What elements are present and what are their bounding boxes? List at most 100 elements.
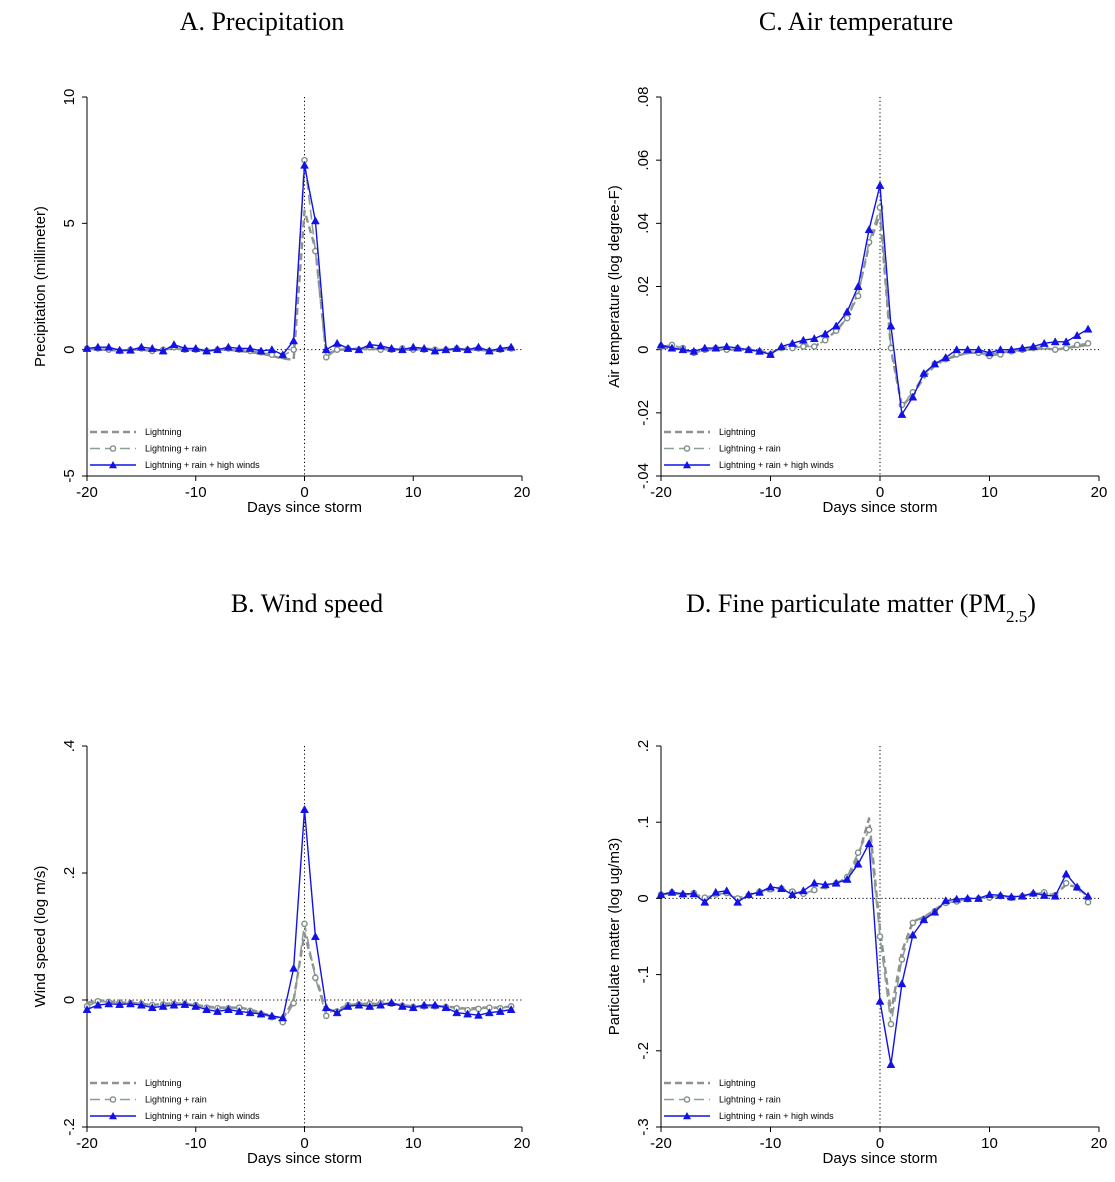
data-point (234, 1006, 244, 1015)
data-point (864, 225, 874, 234)
chart-title-text: B. Wind speed (231, 589, 383, 618)
series-line (660, 829, 1089, 1025)
x-tick-label: -20 (650, 1135, 672, 1152)
series-line (86, 808, 512, 1019)
data-point (1083, 891, 1093, 900)
legend-label: Lightning + rain + high winds (145, 460, 260, 470)
y-tick-label: .1 (635, 816, 652, 829)
data-point (147, 1003, 157, 1012)
data-point (656, 340, 666, 349)
data-point (1028, 888, 1038, 897)
data-point (408, 342, 418, 351)
data-point (397, 345, 407, 354)
data-point (278, 350, 288, 359)
data-point (941, 896, 951, 905)
x-axis-label: Days since storm (822, 499, 937, 516)
x-tick-label: 10 (981, 484, 998, 501)
x-tick-label: 0 (876, 1135, 884, 1152)
legend-label: Lightning + rain + high winds (719, 1111, 834, 1121)
data-point (919, 915, 929, 924)
legend-marker (683, 1112, 691, 1120)
data-point (441, 1003, 451, 1012)
data-point (300, 804, 309, 813)
data-point (365, 1001, 375, 1010)
data-point (678, 889, 688, 898)
data-point (689, 889, 699, 898)
data-point (484, 346, 494, 355)
data-point (343, 343, 353, 352)
data-point (332, 338, 342, 347)
data-point (875, 996, 885, 1005)
data-point (733, 343, 743, 352)
data-point (722, 886, 732, 895)
data-point (700, 897, 710, 906)
data-point (930, 907, 940, 916)
legend-label: Lightning + rain + high winds (145, 1111, 260, 1121)
y-axis-label: Wind speed (log m/s) (32, 866, 49, 1008)
data-point (180, 999, 190, 1008)
legend-label: Lightning + rain (145, 1095, 207, 1105)
data-point (321, 1003, 331, 1012)
data-point (1006, 892, 1016, 901)
data-point (1073, 341, 1081, 349)
data-point (733, 897, 743, 906)
chart-title: B. Wind speed (231, 589, 383, 618)
data-point (333, 346, 341, 353)
chart-title: C. Air temperature (759, 7, 953, 36)
data-point (1028, 341, 1038, 350)
data-point (290, 999, 297, 1007)
data-point (506, 342, 516, 351)
data-point (1050, 891, 1060, 900)
legend-marker (683, 461, 691, 469)
data-point (700, 343, 710, 352)
x-tick-label: 0 (300, 1135, 308, 1152)
data-point (777, 883, 786, 892)
x-tick-label: 20 (1091, 1135, 1108, 1152)
data-point (897, 979, 907, 988)
data-point (854, 849, 862, 856)
chart-title-text: D. Fine particulate matter (PM (686, 589, 1006, 618)
x-tick-label: -20 (76, 1135, 98, 1152)
y-axis-label: Precipitation (millimeter) (32, 206, 49, 367)
legend-label: Lightning + rain (719, 1095, 781, 1105)
data-point (169, 1000, 179, 1009)
data-point (886, 321, 896, 330)
x-tick-label: 20 (1091, 484, 1108, 501)
data-point (996, 890, 1005, 899)
legend: Lightning Lightning + rain Lightning + rai… (664, 1078, 834, 1121)
data-point (126, 345, 135, 354)
data-point (667, 887, 677, 896)
chart-particulate-matter: D. Fine particulate matter (PM2.5) -20 -10… (606, 589, 1107, 1167)
data-point (322, 1012, 330, 1020)
x-tick-label: -10 (760, 1135, 782, 1152)
chart-title-suffix: ) (1027, 589, 1036, 618)
data-point (104, 999, 114, 1008)
series-3 (82, 160, 516, 359)
y-tick-label: -.04 (635, 463, 652, 489)
data-point (397, 1001, 407, 1010)
data-point (408, 1003, 418, 1012)
data-point (322, 353, 330, 361)
x-tick-label: -10 (185, 1135, 207, 1152)
data-point (115, 999, 125, 1008)
data-point (909, 919, 917, 927)
y-tick-label: .2 (635, 740, 652, 753)
data-point (419, 1000, 429, 1009)
data-point (1072, 330, 1082, 339)
x-axis-label: Days since storm (822, 1150, 937, 1167)
legend-label: Lightning + rain (719, 444, 781, 454)
series-3 (656, 180, 1093, 418)
legend-marker (109, 1096, 117, 1103)
legend-marker (109, 445, 117, 452)
data-point (1062, 879, 1070, 887)
chart-title: D. Fine particulate matter (PM2.5) (686, 589, 1036, 626)
data-point (169, 340, 179, 349)
data-point (689, 346, 699, 355)
y-tick-label: 0 (61, 996, 78, 1004)
legend-marker (683, 1096, 691, 1103)
y-tick-label: .08 (635, 87, 652, 108)
data-point (952, 894, 962, 903)
data-point (919, 368, 929, 377)
data-point (202, 346, 212, 355)
